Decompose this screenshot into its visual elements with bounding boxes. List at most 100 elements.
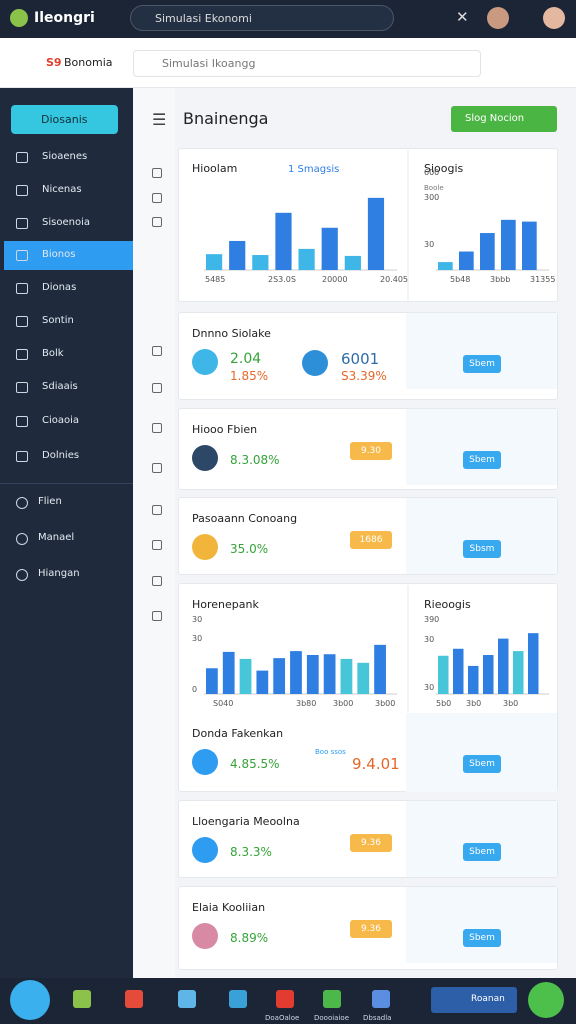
change: 35.0% xyxy=(230,542,269,556)
card-button[interactable]: Sbem xyxy=(463,929,501,947)
top-bar: Ileongri Simulasi Ekonomi ✕ xyxy=(0,0,576,38)
icon-rail xyxy=(133,88,175,978)
search-text: Simulasi Ekonomi xyxy=(155,12,252,25)
button-label: Roanan xyxy=(471,994,505,1004)
panel xyxy=(406,887,557,963)
nav-icon xyxy=(16,533,28,545)
card-icon xyxy=(192,749,218,775)
nav-item: Manael xyxy=(38,532,75,543)
brand-code: S9 xyxy=(46,56,62,69)
search-text: Simulasi Ikoangg xyxy=(162,57,256,70)
nav-item: Bolk xyxy=(42,347,64,359)
nav-item: Flien xyxy=(38,496,62,507)
rail-icon xyxy=(152,217,162,227)
change: 8.3.3% xyxy=(230,845,272,859)
avatar[interactable] xyxy=(487,7,509,29)
rail-icon xyxy=(152,505,162,515)
card-icon xyxy=(192,534,218,560)
menu-icon[interactable]: ☰ xyxy=(152,110,167,129)
nav-item: Sontin xyxy=(42,315,74,326)
nav-icon xyxy=(16,497,28,509)
value: 9.4.01 xyxy=(352,755,400,773)
panel xyxy=(406,498,557,574)
home-button[interactable] xyxy=(10,980,50,1020)
change: S3.39% xyxy=(341,369,387,383)
nav-item: Hiangan xyxy=(38,568,80,579)
card-icon xyxy=(302,350,328,376)
card-title: Dnnno Siolake xyxy=(192,327,271,340)
panel xyxy=(406,713,557,792)
close-icon[interactable]: ✕ xyxy=(456,8,469,26)
header: S9 Bonomia Simulasi Ikoangg xyxy=(0,38,576,88)
nav-icon xyxy=(16,152,28,163)
rail-icon xyxy=(152,423,162,433)
brand: Bonomia xyxy=(64,56,113,69)
change: 8.89% xyxy=(230,931,269,945)
app-icon xyxy=(276,990,294,1008)
rail-icon xyxy=(152,611,162,621)
change: 8.3.08% xyxy=(230,453,280,467)
badge: 9.36 xyxy=(350,920,392,938)
app-label: DoaOaloe xyxy=(265,1014,300,1022)
card-button[interactable]: Sbsm xyxy=(463,540,501,558)
badge: 1686 xyxy=(350,531,392,549)
chart-card xyxy=(178,148,558,302)
nav-icon xyxy=(16,250,28,262)
sidebar: Diosanis Sioaenes Nicenas Sisoenoia Bionos D… xyxy=(0,88,133,978)
card-button[interactable]: Sbem xyxy=(463,843,501,861)
card-title: Elaia Kooliian xyxy=(192,901,266,914)
rail-icon xyxy=(152,193,162,203)
button-label: Diosanis xyxy=(41,113,88,126)
app-icon xyxy=(125,990,143,1008)
rail-icon xyxy=(152,463,162,473)
rail-icon xyxy=(152,346,162,356)
nav-item: Sdiaais xyxy=(42,380,78,392)
card-title: Donda Fakenkan xyxy=(192,727,284,740)
card-button[interactable]: Sbem xyxy=(463,755,501,773)
app-icon xyxy=(178,990,196,1008)
app-icon xyxy=(372,990,390,1008)
logo-icon xyxy=(10,9,28,27)
card-icon xyxy=(192,445,218,471)
nav-item: Dolnies xyxy=(42,450,80,462)
note: Boo ssos xyxy=(315,748,346,756)
app-label: Dbsadla xyxy=(363,1014,392,1022)
nav-icon xyxy=(16,184,28,196)
divider xyxy=(0,483,133,484)
card-title: Hiooo Fbien xyxy=(192,423,258,436)
avatar[interactable] xyxy=(543,7,565,29)
card-button[interactable]: Sbem xyxy=(463,355,501,373)
card-icon xyxy=(192,837,218,863)
panel xyxy=(406,409,557,485)
card-title: Pasoaann Conoang xyxy=(192,512,298,525)
rail-icon xyxy=(152,168,162,178)
nav-icon xyxy=(16,348,28,360)
bottom-bar: Roanan DoaOaloe Doooiaioe Dbsadla xyxy=(0,978,576,1024)
card-button[interactable]: Sbem xyxy=(463,451,501,469)
action-button[interactable]: Slog Nocion xyxy=(451,106,557,132)
search[interactable]: Simulasi Ekonomi xyxy=(130,5,394,31)
nav-icon xyxy=(16,316,28,327)
rail-icon xyxy=(152,540,162,550)
panel xyxy=(406,313,557,389)
card-icon xyxy=(192,349,218,375)
nav-item: Dionas xyxy=(42,282,77,294)
search[interactable]: Simulasi Ikoangg xyxy=(133,50,481,77)
panel xyxy=(406,801,557,877)
nav-icon xyxy=(16,451,28,463)
card-title: Lloengaria Meoolna xyxy=(192,815,300,828)
nav-icon xyxy=(16,381,28,393)
sidebar-button[interactable]: Diosanis xyxy=(11,105,118,134)
bottom-button[interactable]: Roanan xyxy=(431,987,517,1013)
badge: 9.36 xyxy=(350,834,392,852)
nav-item: Cioaoia xyxy=(42,415,80,427)
app-icon xyxy=(229,990,247,1008)
nav-icon xyxy=(16,569,28,581)
active-item xyxy=(4,241,133,271)
value: 6001 xyxy=(341,350,380,368)
nav-icon xyxy=(16,283,28,295)
nav-icon xyxy=(16,217,28,229)
nav-item: Sisoenoia xyxy=(42,216,90,228)
refresh-button[interactable] xyxy=(528,982,564,1018)
